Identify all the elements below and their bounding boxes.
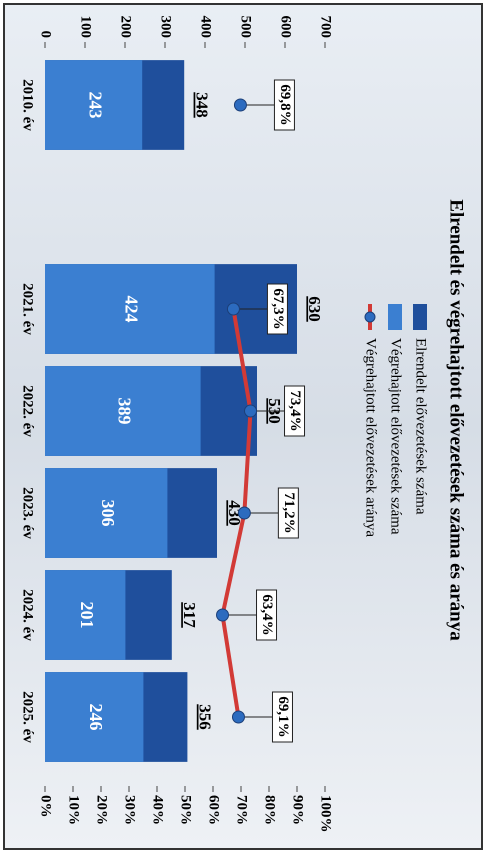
bar-value-label: 306 — [98, 500, 118, 527]
y-tick-label: 300 — [158, 16, 174, 39]
y-tick-label: 0 — [38, 31, 54, 39]
rotated-chart: Elrendelt és végrehajtott elővezetések s… — [4, 4, 482, 849]
legend-swatch — [413, 304, 427, 330]
point — [227, 303, 239, 315]
y-tick-label: 100 — [78, 16, 94, 39]
y2-tick-label: 90% — [290, 795, 306, 825]
percent-label: 73,4% — [287, 390, 303, 431]
total-label: 356 — [195, 704, 214, 730]
page: {"chart_data": { "type": "bar-line", "ti… — [0, 0, 486, 855]
y-tick-label: 200 — [118, 16, 134, 39]
y2-tick-label: 30% — [122, 795, 138, 825]
x-tick-label: 2010. év — [20, 79, 36, 131]
legend-label: Elrendelt elővezetések száma — [413, 338, 429, 515]
bar-value-label: 424 — [122, 296, 142, 323]
x-tick-label: 2021. év — [20, 283, 36, 335]
legend-swatch — [388, 304, 402, 330]
bar-value-label: 201 — [77, 602, 97, 629]
percent-label: 71,2% — [281, 492, 297, 533]
y2-tick-label: 40% — [150, 795, 166, 825]
bar-value-label: 389 — [115, 398, 135, 425]
total-label: 317 — [180, 602, 199, 628]
y-tick-label: 400 — [198, 16, 214, 39]
y2-tick-label: 0% — [38, 795, 54, 818]
chart-title: Elrendelt és végrehajtott elővezetések s… — [446, 199, 467, 641]
total-label: 630 — [305, 296, 324, 322]
y2-tick-label: 50% — [178, 795, 194, 825]
y2-tick-label: 10% — [66, 795, 82, 825]
percent-label: 67,3% — [270, 288, 286, 329]
bar-value-label: 246 — [86, 704, 106, 731]
percent-label: 69,1% — [275, 696, 291, 737]
point — [245, 405, 257, 417]
y-tick-label: 500 — [238, 16, 254, 39]
point — [234, 99, 246, 111]
y2-tick-label: 100% — [318, 795, 334, 833]
legend-label: Végrehajtott elővezetések száma — [388, 338, 404, 535]
x-tick-label: 2024. év — [20, 589, 36, 641]
x-tick-label: 2025. év — [20, 691, 36, 743]
y-tick-label: 600 — [278, 16, 294, 39]
y2-tick-label: 70% — [234, 795, 250, 825]
y2-tick-label: 20% — [94, 795, 110, 825]
legend-marker — [365, 312, 375, 322]
y2-tick-label: 80% — [262, 795, 278, 825]
total-label: 348 — [192, 92, 211, 118]
y-tick-label: 700 — [318, 16, 334, 39]
x-tick-label: 2022. év — [20, 385, 36, 437]
chart: Elrendelt és végrehajtott elővezetések s… — [0, 0, 486, 855]
bar-value-label: 243 — [85, 92, 105, 119]
x-tick-label: 2023. év — [20, 487, 36, 539]
percent-label: 69,8% — [277, 84, 293, 125]
point — [217, 609, 229, 621]
y2-tick-label: 60% — [206, 795, 222, 825]
point — [232, 711, 244, 723]
point — [238, 507, 250, 519]
percent-label: 63,4% — [259, 594, 275, 635]
legend-label: Végrehajtott elővezetések aránya — [363, 338, 379, 537]
